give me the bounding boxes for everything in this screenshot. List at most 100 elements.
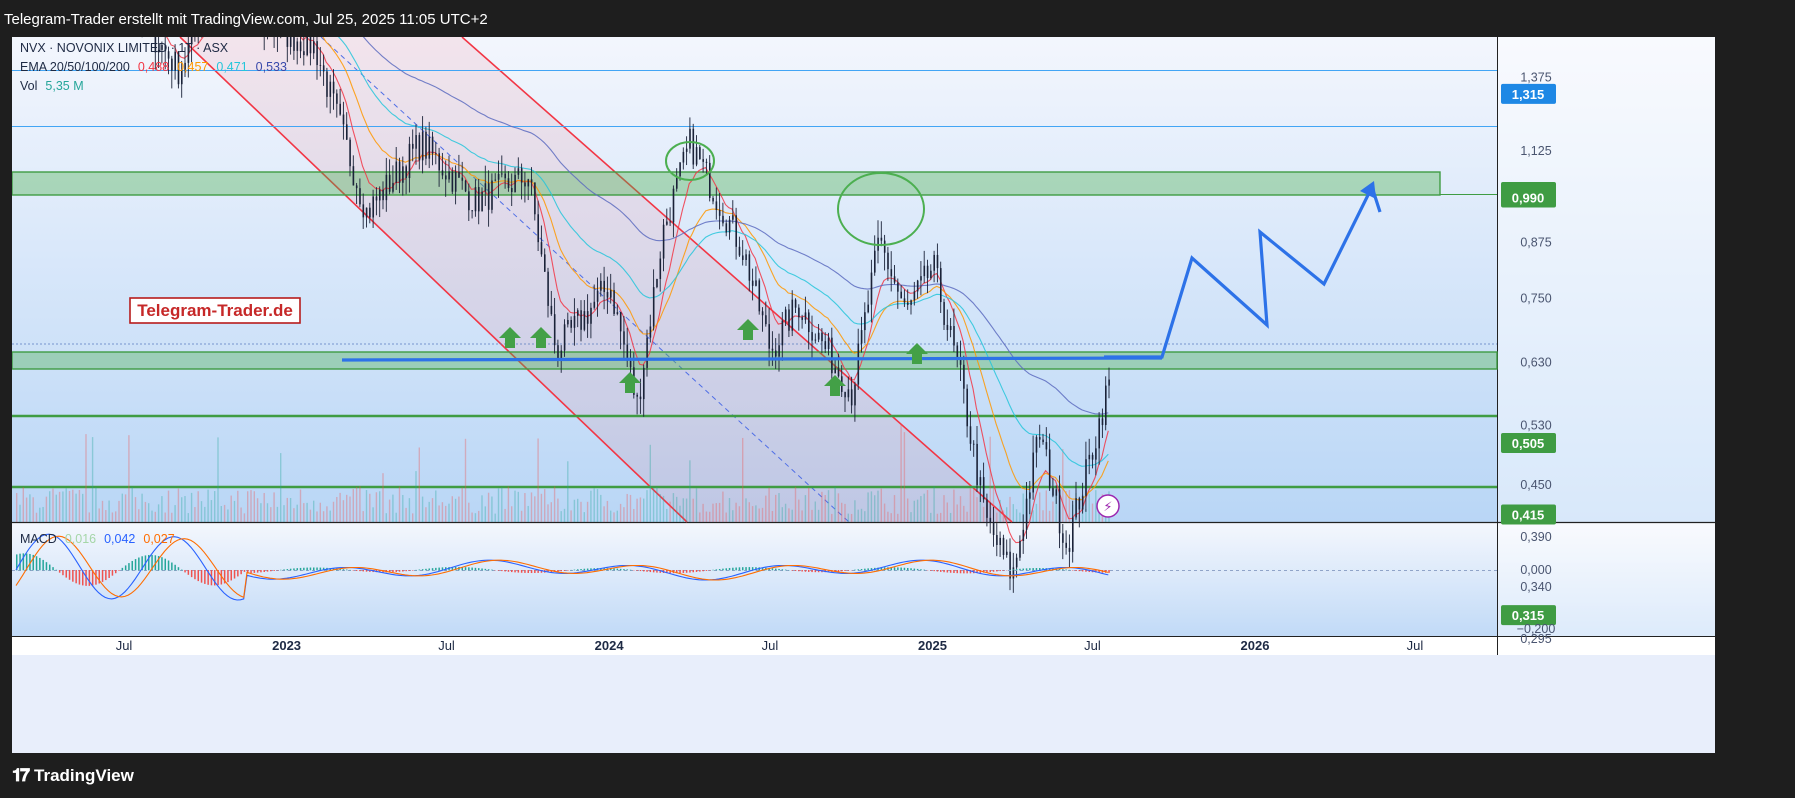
macd-hist-bar [339,568,341,571]
candle-body [484,183,487,192]
price-level-badge-5[interactable]: 0,415 [1501,504,1556,525]
candle-body [336,93,338,104]
candle [844,391,846,413]
projection-path[interactable] [1104,182,1382,359]
volume-bar [520,510,523,522]
volume-bar [969,488,972,522]
tradingview-brand[interactable]: 𝟏𝟕 TradingView [12,765,134,786]
macd-hist-bar [286,569,289,571]
candle-body [362,204,365,218]
candle-body [900,291,902,299]
candle [448,155,450,183]
candle-body [732,215,734,220]
zone-rect[interactable] [12,171,1441,196]
legend-ema[interactable]: EMA 20/50/100/200 0,488 0,457 0,471 0,533 [20,60,287,74]
candle-body [982,477,985,500]
macd-hist-bar [956,570,958,574]
descending-channel[interactable] [179,37,1013,523]
volume-bar [322,511,325,522]
volume-bar [758,508,760,522]
volume-bar [45,496,48,522]
chart-frame[interactable]: Telegram-Trader.de ⚡ 1,8751,3751,1250,87… [12,37,1715,753]
volume-bar [1048,510,1051,522]
channel-upper-line[interactable] [461,37,1013,523]
alert-marker[interactable]: ⚡ [1096,494,1120,518]
candle-body [405,166,407,179]
circle-marker-mid[interactable] [837,172,925,246]
candle [1098,412,1100,465]
candle [887,246,889,281]
volume-bar [167,490,170,522]
candle-body [679,162,681,177]
macd-hist-bar [88,570,91,586]
chart-svg[interactable]: Telegram-Trader.de ⚡ 1,8751,3751,1250,87… [12,37,1715,753]
candle-body [695,147,698,165]
candle-body [385,174,388,201]
macd-hist-bar [966,570,968,574]
macd-hist-bar [362,570,364,572]
volume-bar [692,498,694,522]
volume-bar [223,504,226,522]
candle-body [837,367,840,377]
macd-hist-bar [989,570,991,573]
volume-bar [930,512,932,522]
volume-bar [101,500,104,522]
price-level-badge-6[interactable]: 0,315 [1501,605,1556,626]
macd-hist-bar [398,570,401,572]
candle-body [1009,551,1011,579]
candle [949,318,952,338]
candle [953,308,955,353]
resistance-zone-high[interactable] [12,171,1497,196]
candle [1081,482,1084,514]
candle-body [639,396,642,400]
volume-bar [478,510,480,522]
candle-body [547,271,549,306]
macd-hist-bar [959,570,962,574]
channel-lower-line[interactable] [179,37,688,523]
volume-bar [527,505,529,522]
support-trendline[interactable] [341,356,1163,362]
candle-body [468,191,470,211]
price-level-badge-4[interactable]: 0,505 [1501,432,1556,453]
badge-value: 0,415 [1512,508,1545,523]
circle-marker-top[interactable] [665,141,715,181]
volume-bar [817,509,820,522]
legend-symbol[interactable]: NVX · NOVONIX LIMITED · 1T · ASX [20,41,229,55]
candle [438,147,440,187]
channel-median-line[interactable] [320,37,850,523]
candle [969,411,972,451]
macd-pane[interactable] [12,533,1497,601]
macd-hist-bar [270,570,272,572]
macd-hist-bar [511,570,513,573]
candle [926,259,929,294]
legend-vol[interactable]: Vol 5,35 M [20,79,84,93]
macd-hist-bar [676,570,678,574]
candle-body [610,290,612,298]
macd-hist-bar [355,570,358,571]
candle [369,202,371,224]
candle-body [412,143,414,149]
watermark-label[interactable]: Telegram-Trader.de [129,297,301,324]
macd-hist-bar [646,570,648,572]
volume-bar [491,496,493,522]
volume-bar [204,506,206,522]
volume-bar [1012,504,1014,522]
macd-hist-bar [78,570,81,585]
price-level-badge-1[interactable]: 1,315 [1501,83,1556,104]
price-level-badge-3[interactable]: 0,990 [1501,187,1556,208]
macd-hist-bar [91,570,94,586]
volume-bar [349,496,351,522]
lightning-icon[interactable] [1096,494,1120,518]
candle [408,136,411,193]
candle-body [586,311,589,324]
candle [1045,427,1048,457]
candle-body [332,81,335,94]
volume-bar [933,486,935,522]
candle [870,259,873,323]
volume-bar [791,509,793,522]
legend-macd[interactable]: MACD 0,016 0,042 0,027 [20,532,175,546]
volume-bar [68,490,71,522]
macd-hist-bar [900,567,902,571]
volume-bar [481,495,483,522]
macd-tick-0: 0,000 [1520,563,1551,577]
